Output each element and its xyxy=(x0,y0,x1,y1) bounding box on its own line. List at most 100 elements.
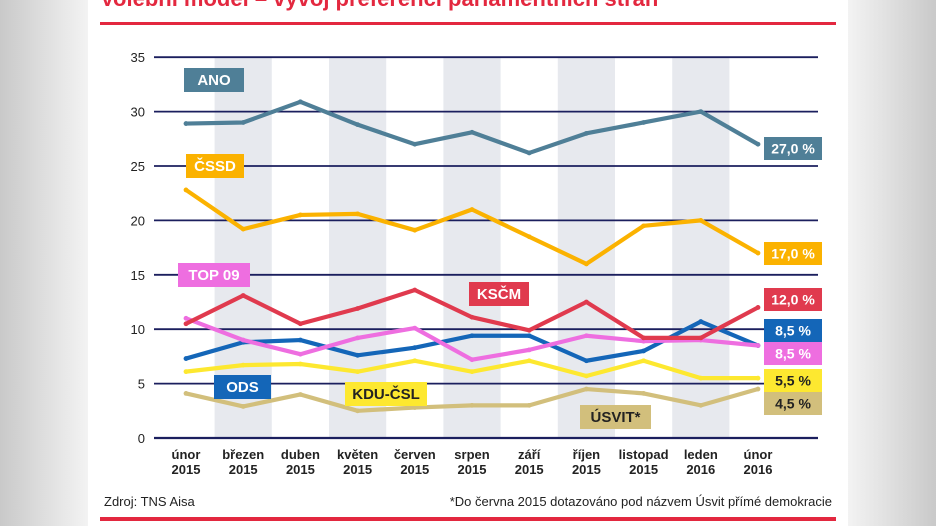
x-tick-label-year: 2015 xyxy=(400,462,429,477)
data-point-ods xyxy=(183,356,189,361)
y-tick-label: 10 xyxy=(131,322,145,337)
x-tick-label-year: 2015 xyxy=(343,462,372,477)
data-point-kscm xyxy=(755,305,761,310)
x-tick-label-month: červen xyxy=(394,447,436,462)
data-point-kdu-csl xyxy=(355,369,360,375)
data-point-kdu-csl xyxy=(584,373,589,379)
series-name-tag-top-09 xyxy=(178,263,250,287)
column-band xyxy=(443,57,501,438)
data-point-ano xyxy=(412,141,418,147)
data-point-cssd xyxy=(412,227,418,233)
page-title: Volební model – vývoj preferencí parlame… xyxy=(100,0,658,12)
data-point-top-09 xyxy=(240,337,246,343)
data-point-kdu-csl xyxy=(641,358,646,364)
final-value-tag-ods xyxy=(764,319,822,342)
final-value-label-cssd: 17,0 % xyxy=(771,246,815,262)
series-name-tag-kscm xyxy=(469,282,529,306)
series-name-label-ods: ODS xyxy=(226,379,259,396)
x-tick-label-month: únor xyxy=(744,447,773,462)
x-tick-label-year: 2015 xyxy=(229,462,258,477)
data-point-usvit xyxy=(412,405,418,410)
data-point-kscm xyxy=(412,287,418,293)
data-point-kdu-csl xyxy=(183,369,189,375)
x-tick-label-month: duben xyxy=(281,447,320,462)
y-tick-label: 0 xyxy=(138,431,145,446)
final-value-tag-kdu-csl xyxy=(764,369,822,392)
data-point-ano xyxy=(526,150,532,156)
series-name-tag-kdu-csl xyxy=(345,382,427,406)
series-name-label-kscm: KSČM xyxy=(477,285,521,303)
final-value-label-kdu-csl: 5,5 % xyxy=(775,373,811,389)
y-axis-ticks: 0 5 10 15 20 25 30 35 xyxy=(131,50,145,446)
series-labels: ANO 27,0 % ČSSD 17,0 % KSČM 12,0 % TOP 09 8,5 %… xyxy=(178,68,822,429)
series-name-tag-usvit xyxy=(580,405,651,429)
x-tick-label-year: 2016 xyxy=(686,462,715,477)
data-point-top-09 xyxy=(584,333,589,339)
x-tick-label-year: 2015 xyxy=(458,462,487,477)
x-tick-label-month: březen xyxy=(222,447,264,462)
data-point-usvit xyxy=(355,408,360,414)
x-axis-ticks: únor2015březen2015duben2015květen2015čer… xyxy=(172,447,773,477)
bottom-rule xyxy=(100,517,836,521)
data-point-ods xyxy=(641,348,646,354)
data-point-usvit xyxy=(698,402,704,408)
x-tick-label-year: 2015 xyxy=(286,462,315,477)
final-value-label-ods: 8,5 % xyxy=(775,323,811,339)
data-point-top-09 xyxy=(298,351,303,357)
series-name-label-top-09: TOP 09 xyxy=(188,267,239,284)
data-point-top-09 xyxy=(355,335,360,341)
data-point-cssd xyxy=(584,261,589,267)
data-point-cssd xyxy=(355,211,360,217)
data-point-kscm xyxy=(469,314,475,320)
data-point-top-09 xyxy=(526,347,532,353)
data-point-ano xyxy=(755,141,761,147)
data-point-ano xyxy=(698,109,704,114)
y-tick-label: 20 xyxy=(131,213,145,228)
data-point-kdu-csl xyxy=(526,358,532,364)
y-tick-label: 30 xyxy=(131,105,145,120)
x-tick-label-month: říjen xyxy=(573,447,601,462)
data-point-ods xyxy=(298,337,303,343)
series-name-label-ano: ANO xyxy=(197,72,231,89)
data-point-kdu-csl xyxy=(298,361,303,367)
data-point-cssd xyxy=(698,218,704,223)
data-point-top-09 xyxy=(412,325,418,331)
x-tick-label-year: 2015 xyxy=(172,462,201,477)
x-tick-label-year: 2015 xyxy=(515,462,544,477)
data-point-cssd xyxy=(641,223,646,229)
final-value-label-ano: 27,0 % xyxy=(771,141,815,157)
data-point-kscm xyxy=(698,335,704,341)
final-value-tag-top-09 xyxy=(764,342,822,365)
x-tick-label-month: únor xyxy=(172,447,201,462)
data-point-ano xyxy=(355,122,360,128)
data-point-kscm xyxy=(355,306,360,311)
data-point-usvit xyxy=(755,386,761,392)
data-point-kdu-csl xyxy=(698,375,704,381)
source-note: Zdroj: TNS Aisa xyxy=(104,494,195,509)
data-point-cssd xyxy=(298,212,303,218)
series-name-label-kdu-csl: KDU-ČSL xyxy=(352,385,420,403)
x-tick-label-month: leden xyxy=(684,447,718,462)
final-value-tag-kscm xyxy=(764,288,822,311)
y-tick-label: 5 xyxy=(138,377,145,392)
data-point-usvit xyxy=(469,402,475,408)
x-tick-label-year: 2015 xyxy=(629,462,658,477)
x-tick-label-month: srpen xyxy=(454,447,489,462)
data-point-top-09 xyxy=(183,315,189,321)
data-point-kscm xyxy=(298,321,303,327)
data-point-top-09 xyxy=(755,343,761,348)
series-name-tag-ano xyxy=(184,68,244,92)
column-band xyxy=(557,57,615,438)
x-tick-label-month: květen xyxy=(337,447,378,462)
series-name-label-cssd: ČSSD xyxy=(194,157,236,175)
data-point-usvit xyxy=(641,390,646,396)
data-point-cssd xyxy=(183,187,189,193)
data-point-kdu-csl xyxy=(240,362,246,368)
final-value-label-usvit: 4,5 % xyxy=(775,396,811,412)
title-rule xyxy=(100,22,836,25)
data-point-ano xyxy=(584,130,589,136)
series-lines xyxy=(183,99,761,414)
data-point-cssd xyxy=(469,207,475,212)
data-point-usvit xyxy=(584,386,589,392)
